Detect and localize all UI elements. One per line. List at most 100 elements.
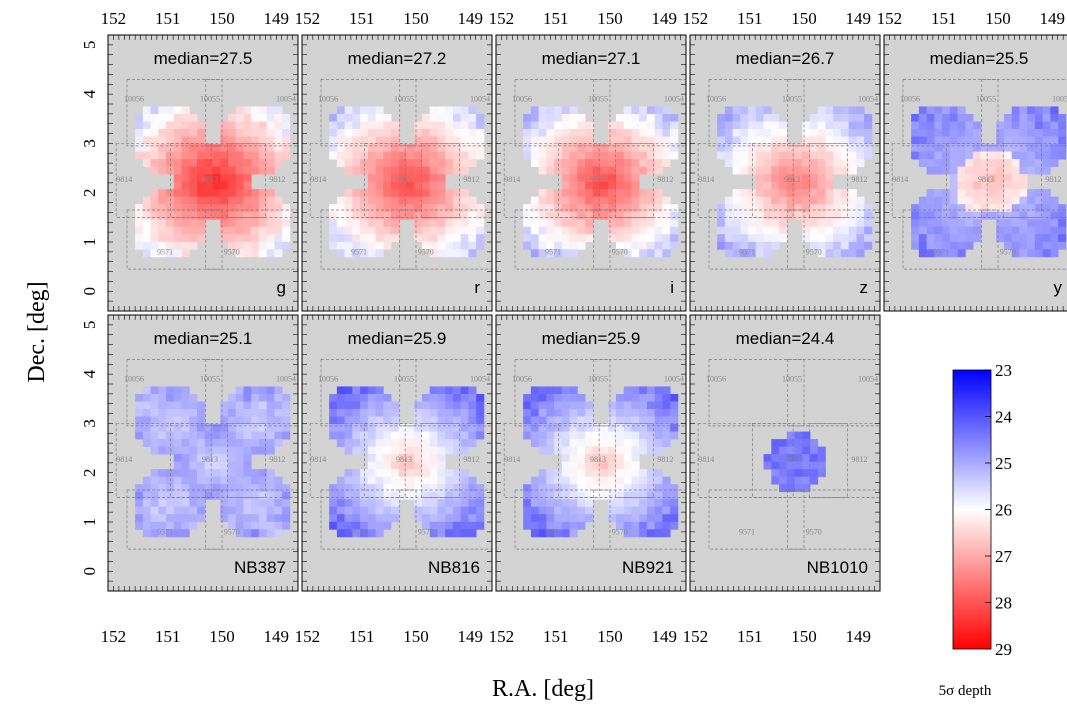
tract-outline (514, 209, 611, 270)
depth-cell (585, 129, 594, 137)
depth-cell (1003, 166, 1013, 175)
depth-cell (523, 521, 532, 530)
depth-cell (227, 469, 237, 478)
depth-cell (460, 499, 469, 508)
depth-cell (476, 144, 485, 152)
depth-cell (360, 386, 369, 395)
depth-cell (352, 113, 361, 122)
depth-cell (367, 234, 376, 243)
depth-cell (740, 144, 749, 152)
depth-cell (391, 469, 400, 478)
depth-cell (538, 196, 547, 205)
depth-cell (732, 129, 741, 137)
depth-cell (538, 241, 547, 250)
depth-cell (569, 211, 578, 220)
depth-cell (282, 211, 291, 220)
depth-cell (1058, 113, 1067, 122)
depth-cell (344, 151, 353, 160)
depth-cell (779, 476, 788, 485)
depth-cell (957, 189, 966, 198)
tract-label: 9812 (851, 175, 867, 184)
depth-cell (367, 393, 376, 402)
tract-label: 9813 (590, 175, 606, 184)
depth-cell (926, 234, 935, 243)
depth-cell (173, 249, 182, 258)
depth-cell (561, 249, 570, 258)
depth-cell (639, 439, 648, 447)
depth-cell (934, 219, 943, 228)
depth-cell (864, 129, 873, 137)
depth-cell (352, 499, 361, 508)
depth-cell (530, 136, 540, 145)
median-label: median=27.1 (542, 49, 641, 68)
depth-cell (670, 113, 679, 122)
tract-outline (558, 143, 654, 218)
depth-cell (1003, 181, 1013, 190)
depth-cell (530, 241, 540, 250)
depth-cell (251, 106, 260, 115)
depth-cell (452, 121, 462, 130)
depth-cell (150, 219, 159, 228)
depth-cell (329, 219, 338, 228)
depth-cell (794, 439, 803, 447)
depth-cell (585, 484, 594, 493)
depth-cell (383, 166, 392, 175)
depth-cell (150, 529, 159, 538)
depth-cell (988, 166, 997, 175)
depth-cell (421, 204, 431, 213)
depth-cell (1042, 241, 1051, 250)
depth-cell (911, 151, 920, 160)
axes-layer: 152 151 150 149 152 151 150 149 152 151 150 149 152 1… (80, 9, 1065, 646)
depth-cell (274, 249, 283, 258)
depth-cell (654, 166, 663, 175)
depth-cell (585, 211, 594, 220)
depth-cell (561, 106, 570, 115)
depth-cell (266, 249, 275, 258)
depth-cell (538, 439, 547, 447)
depth-cell (1003, 136, 1013, 145)
depth-cell (615, 401, 625, 410)
depth-cell (1011, 219, 1020, 228)
depth-cell (142, 204, 152, 213)
depth-cell (352, 439, 361, 447)
depth-cell (135, 521, 144, 530)
depth-cell (530, 151, 540, 160)
depth-cell (631, 393, 640, 402)
depth-cell (779, 484, 788, 493)
depth-cell (166, 144, 175, 152)
depth-cell (173, 121, 182, 130)
tract-label: 9570 (612, 247, 628, 256)
depth-cell (732, 211, 741, 220)
depth-cell (864, 144, 873, 152)
depth-cell (197, 204, 206, 213)
depth-cell (452, 393, 462, 402)
depth-cell (934, 113, 943, 122)
depth-cell (421, 521, 431, 530)
depth-cell (1058, 211, 1067, 220)
depth-cell (779, 196, 788, 205)
depth-cell (662, 136, 671, 145)
depth-cell (732, 219, 741, 228)
depth-cell (398, 454, 407, 463)
depth-cell (367, 204, 376, 213)
depth-cell (639, 514, 648, 523)
depth-cell (973, 159, 982, 167)
depth-cell (949, 174, 958, 183)
depth-cell (530, 499, 540, 508)
depth-cell (670, 424, 679, 432)
depth-cell (523, 514, 532, 523)
depth-cell (468, 491, 477, 500)
depth-cell (135, 401, 144, 410)
depth-cell (476, 393, 485, 402)
depth-cell (181, 393, 190, 402)
depth-cell (639, 521, 648, 530)
depth-cell (670, 484, 679, 493)
depth-cell (965, 174, 974, 183)
depth-cell (135, 393, 144, 402)
depth-cell (717, 151, 726, 160)
depth-cell (266, 529, 275, 538)
depth-cell (670, 401, 679, 410)
depth-cell (802, 226, 811, 235)
depth-cell (530, 226, 540, 235)
